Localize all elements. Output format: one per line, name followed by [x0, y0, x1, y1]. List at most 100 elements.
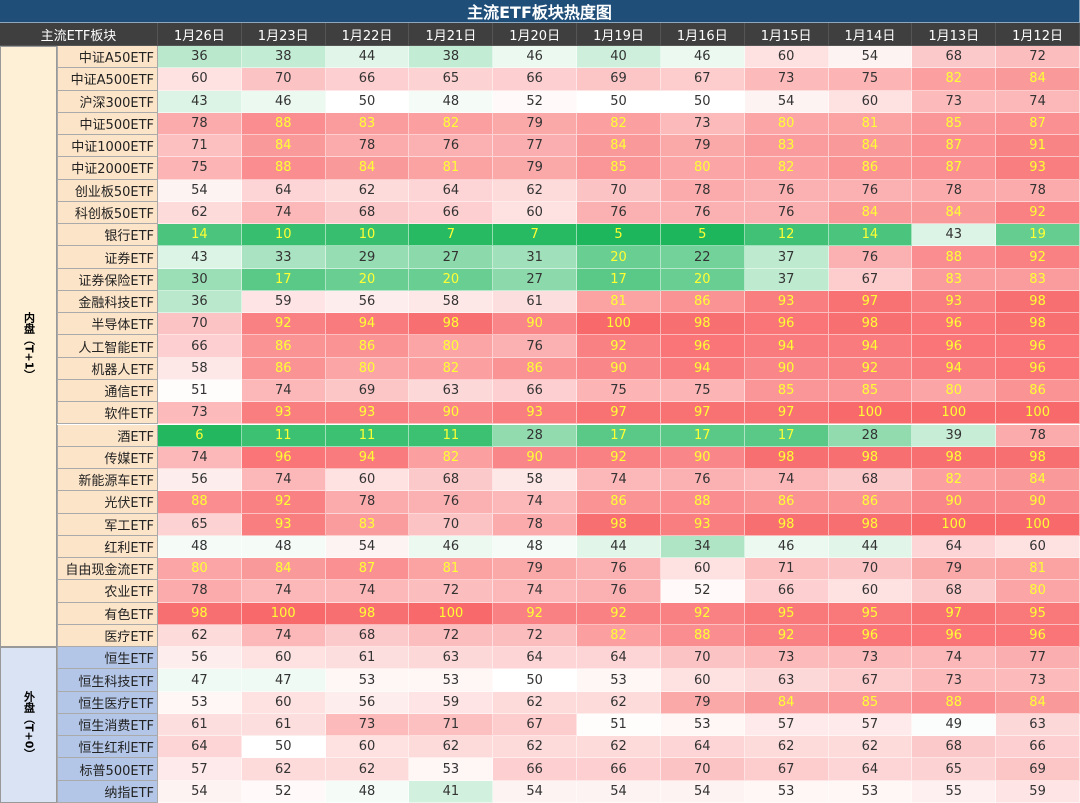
heat-cell: 44: [325, 46, 410, 69]
heat-cell: 19: [996, 224, 1080, 247]
heat-cell: 97: [660, 402, 745, 425]
heat-cell: 46: [660, 46, 745, 69]
heat-cell: 70: [409, 513, 494, 536]
heat-cell: 75: [828, 68, 913, 91]
heat-cell: 76: [828, 179, 913, 202]
heat-cell: 48: [325, 780, 410, 803]
heat-cell: 98: [828, 313, 913, 336]
heat-cell: 61: [325, 647, 410, 670]
heat-cell: 84: [828, 201, 913, 225]
heat-cell: 5: [577, 224, 661, 247]
heat-cell: 71: [409, 713, 494, 737]
heat-cell: 83: [325, 112, 410, 136]
heat-cell: 20: [325, 268, 410, 291]
heat-cell: 11: [241, 424, 326, 447]
heat-cell: 92: [996, 246, 1080, 269]
row-name: 恒生红利ETF: [57, 736, 158, 759]
heat-cell: 41: [409, 780, 494, 803]
heat-cell: 69: [577, 68, 661, 91]
heat-cell: 50: [660, 90, 745, 113]
heat-cell: 70: [241, 68, 326, 91]
heat-cell: 98: [409, 313, 494, 336]
heat-cell: 86: [325, 335, 410, 358]
row-name: 军工ETF: [57, 513, 158, 536]
heat-cell: 75: [577, 379, 661, 403]
heat-cell: 43: [158, 246, 242, 269]
row-name: 创业板50ETF: [57, 179, 158, 202]
heat-cell: 53: [158, 691, 242, 714]
heat-cell: 83: [744, 135, 829, 158]
heat-cell: 50: [241, 736, 326, 759]
heat-cell: 60: [241, 647, 326, 670]
row-name: 新能源车ETF: [57, 469, 158, 492]
heat-cell: 62: [493, 736, 578, 759]
heat-cell: 96: [912, 313, 997, 336]
heat-cell: 70: [660, 758, 745, 781]
heat-cell: 64: [828, 758, 913, 781]
header-cell: 1月14日: [828, 23, 913, 46]
heat-cell: 68: [912, 736, 997, 759]
group-label: 外盘（T+0）: [0, 647, 57, 803]
heat-cell: 93: [744, 290, 829, 314]
heat-cell: 20: [577, 246, 661, 269]
heat-cell: 67: [828, 669, 913, 692]
heat-cell: 56: [325, 691, 410, 714]
heat-cell: 78: [660, 179, 745, 202]
heat-cell: 68: [325, 624, 410, 648]
heat-cell: 66: [493, 758, 578, 781]
row-name: 恒生消费ETF: [57, 713, 158, 737]
heat-cell: 96: [996, 357, 1080, 380]
heat-cell: 80: [660, 157, 745, 180]
row-name: 中证1000ETF: [57, 135, 158, 158]
heat-cell: 80: [158, 558, 242, 581]
heat-cell: 62: [241, 758, 326, 781]
heat-cell: 74: [325, 580, 410, 603]
heat-cell: 75: [660, 379, 745, 403]
heat-cell: 67: [660, 68, 745, 91]
row-name: 标普500ETF: [57, 758, 158, 781]
heat-cell: 93: [241, 513, 326, 536]
heat-cell: 90: [912, 491, 997, 514]
heat-cell: 88: [912, 246, 997, 269]
heat-cell: 94: [325, 446, 410, 469]
heat-cell: 93: [325, 402, 410, 425]
heat-cell: 62: [744, 736, 829, 759]
heat-cell: 91: [996, 135, 1080, 158]
heat-cell: 74: [158, 446, 242, 469]
heat-cell: 97: [577, 402, 661, 425]
header-cell: 1月15日: [744, 23, 829, 46]
heat-cell: 67: [828, 268, 913, 291]
heat-cell: 63: [409, 647, 494, 670]
heat-cell: 81: [996, 558, 1080, 581]
heat-cell: 93: [660, 513, 745, 536]
heat-cell: 71: [744, 558, 829, 581]
heat-cell: 95: [744, 602, 829, 625]
row-name: 中证A500ETF: [57, 68, 158, 91]
heat-cell: 37: [744, 246, 829, 269]
row-name: 恒生医疗ETF: [57, 691, 158, 714]
heat-cell: 48: [409, 90, 494, 113]
heat-cell: 73: [158, 402, 242, 425]
heat-cell: 54: [828, 46, 913, 69]
heat-cell: 82: [912, 68, 997, 91]
heat-cell: 78: [912, 179, 997, 202]
heat-cell: 88: [660, 491, 745, 514]
heat-cell: 37: [744, 268, 829, 291]
heat-cell: 43: [158, 90, 242, 113]
header-cell: 1月23日: [241, 23, 326, 46]
heat-cell: 60: [325, 736, 410, 759]
header-cell: 主流ETF板块: [0, 23, 158, 46]
header-cell: 1月16日: [660, 23, 745, 46]
heat-cell: 84: [325, 157, 410, 180]
row-name: 自由现金流ETF: [57, 558, 158, 581]
heat-cell: 53: [577, 669, 661, 692]
heat-cell: 86: [241, 335, 326, 358]
row-name: 机器人ETF: [57, 357, 158, 380]
heat-cell: 86: [996, 379, 1080, 403]
heat-cell: 65: [158, 513, 242, 536]
heat-cell: 79: [660, 691, 745, 714]
heat-cell: 86: [828, 157, 913, 180]
heat-cell: 93: [493, 402, 578, 425]
row-name: 中证A50ETF: [57, 46, 158, 69]
